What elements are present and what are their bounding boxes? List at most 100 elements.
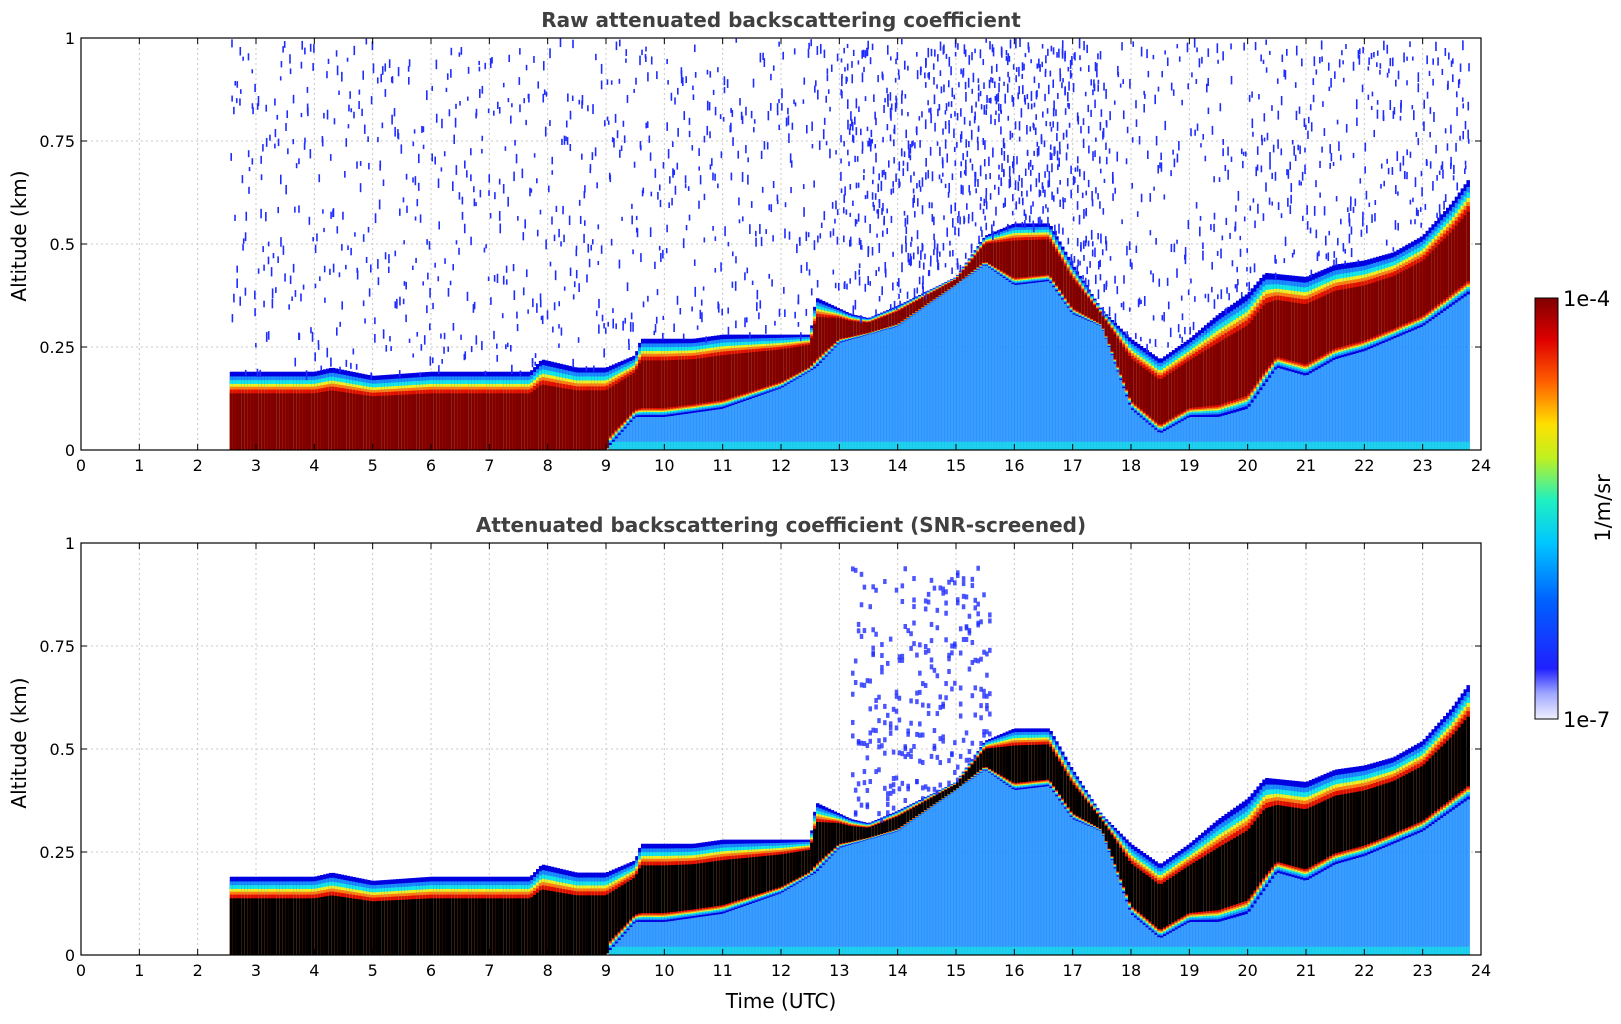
noise-speck xyxy=(624,318,626,324)
noise-speck xyxy=(590,164,592,170)
noise-speck xyxy=(383,329,385,338)
noise-speck xyxy=(990,193,992,200)
noise-speck xyxy=(503,83,505,87)
noise-speck xyxy=(1030,160,1032,167)
noise-speck xyxy=(415,176,417,185)
noise-speck xyxy=(863,50,865,57)
noise-speck xyxy=(800,332,802,341)
noise-speck xyxy=(611,239,613,246)
noise-speck xyxy=(961,185,963,194)
noise-speck xyxy=(945,121,947,129)
noise-speck xyxy=(662,333,664,340)
noise-speck xyxy=(858,183,860,188)
noise-speck xyxy=(1077,238,1079,246)
noise-speck xyxy=(1044,190,1046,198)
noise-speck xyxy=(943,215,945,219)
noise-speck xyxy=(1070,190,1072,199)
noise-speck xyxy=(484,248,486,253)
noise-speck xyxy=(820,44,822,54)
noise-speck xyxy=(1225,165,1227,171)
noise-speck xyxy=(762,187,764,193)
noise-speck xyxy=(806,125,808,134)
noise-speck xyxy=(960,69,962,75)
noise-speck xyxy=(1207,48,1209,57)
noise-speck xyxy=(924,72,926,78)
noise-speck xyxy=(296,163,298,168)
noise-speck xyxy=(781,88,783,98)
noise-speck xyxy=(864,284,866,292)
noise-speck xyxy=(631,313,633,320)
noise-speck xyxy=(942,160,944,169)
noise-speck xyxy=(558,229,560,237)
noise-speck xyxy=(954,147,956,152)
noise-speck xyxy=(939,147,941,156)
noise-speck xyxy=(995,207,997,216)
noise-speck xyxy=(597,224,599,229)
noise-speck xyxy=(1018,182,1020,191)
noise-speck xyxy=(494,192,496,199)
noise-speck xyxy=(861,50,863,58)
noise-speck xyxy=(535,353,537,358)
noise-speck xyxy=(1167,57,1169,66)
noise-speck xyxy=(276,115,278,120)
noise-speck xyxy=(1295,82,1297,88)
noise-speck xyxy=(732,282,734,288)
noise-speck xyxy=(924,254,926,260)
noise-speck xyxy=(260,156,262,164)
noise-speck xyxy=(1269,160,1271,169)
noise-speck xyxy=(783,287,785,294)
noise-speck xyxy=(798,294,800,304)
noise-speck xyxy=(1181,100,1183,105)
noise-speck xyxy=(612,319,614,329)
noise-speck xyxy=(306,370,308,380)
noise-speck xyxy=(1033,151,1035,156)
noise-speck xyxy=(1059,180,1061,185)
noise-speck xyxy=(898,294,900,299)
noise-speck xyxy=(596,310,598,316)
noise-speck xyxy=(318,174,320,182)
noise-speck xyxy=(859,277,861,286)
noise-speck xyxy=(717,67,719,72)
noise-speck xyxy=(1206,84,1208,93)
noise-speck xyxy=(611,80,613,84)
noise-speck xyxy=(1050,145,1052,150)
noise-speck xyxy=(484,63,486,69)
noise-speck xyxy=(1003,82,1005,86)
noise-speck xyxy=(1013,97,1015,107)
noise-speck xyxy=(304,143,306,150)
noise-speck xyxy=(773,181,775,188)
noise-speck xyxy=(455,118,457,128)
noise-speck xyxy=(980,49,982,58)
noise-speck xyxy=(1094,248,1096,258)
noise-speck xyxy=(1103,83,1105,91)
noise-speck xyxy=(394,108,396,116)
noise-speck xyxy=(879,199,881,208)
noise-speck xyxy=(1062,197,1064,202)
noise-speck xyxy=(1023,64,1025,71)
noise-speck xyxy=(980,165,982,170)
noise-speck xyxy=(1194,38,1196,47)
noise-speck xyxy=(968,78,970,88)
noise-speck xyxy=(993,221,995,227)
noise-speck xyxy=(566,121,568,128)
noise-speck xyxy=(1115,313,1117,323)
noise-speck xyxy=(1110,256,1112,261)
noise-speck xyxy=(499,107,501,114)
noise-speck xyxy=(901,39,903,44)
noise-speck xyxy=(233,107,235,114)
noise-speck xyxy=(1001,163,1003,172)
noise-speck xyxy=(464,161,466,169)
noise-speck xyxy=(877,75,879,82)
noise-speck xyxy=(674,97,676,104)
noise-speck xyxy=(259,370,261,377)
noise-speck xyxy=(1077,201,1079,210)
noise-speck xyxy=(510,116,512,124)
noise-speck xyxy=(1086,267,1088,275)
noise-speck xyxy=(950,205,952,214)
noise-speck xyxy=(608,121,610,125)
noise-speck xyxy=(872,247,874,255)
noise-speck xyxy=(1149,339,1151,344)
noise-speck xyxy=(954,226,956,235)
noise-speck xyxy=(348,105,350,112)
noise-speck xyxy=(925,82,927,88)
